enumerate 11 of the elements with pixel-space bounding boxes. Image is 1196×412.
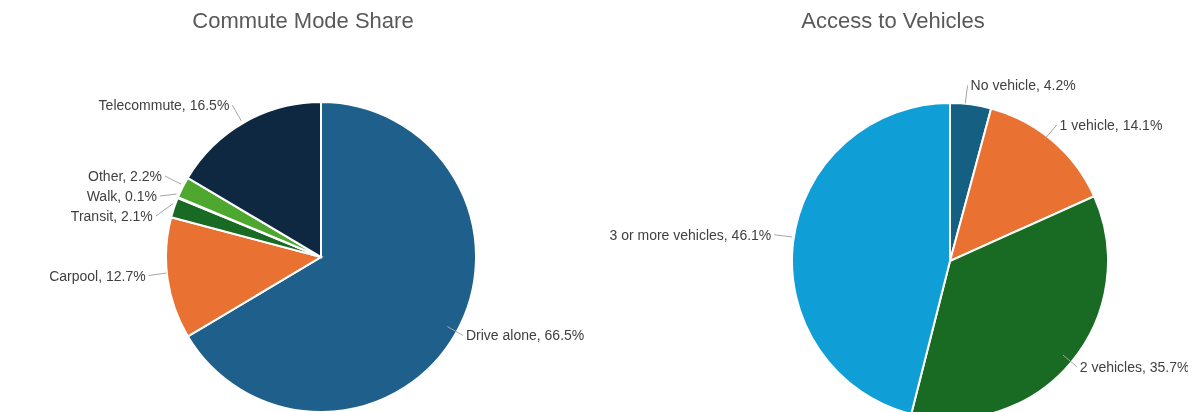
slice-label: Walk, 0.1% [86, 188, 157, 205]
slice-label: 1 vehicle, 14.1% [1059, 117, 1163, 134]
slice-label: 3 or more vehicles, 46.1% [609, 226, 772, 243]
slice-label: Transit, 2.1% [70, 208, 153, 225]
slice-label: Carpool, 12.7% [49, 267, 146, 284]
chart-title: Access to Vehicles [800, 8, 986, 34]
slice-label: Telecommute, 16.5% [98, 97, 230, 114]
slice-label: No vehicle, 4.2% [970, 77, 1076, 94]
chart-title: Commute Mode Share [191, 8, 415, 34]
slice-label: Other, 2.2% [88, 168, 163, 185]
slice-label: Drive alone, 66.5% [465, 327, 585, 344]
